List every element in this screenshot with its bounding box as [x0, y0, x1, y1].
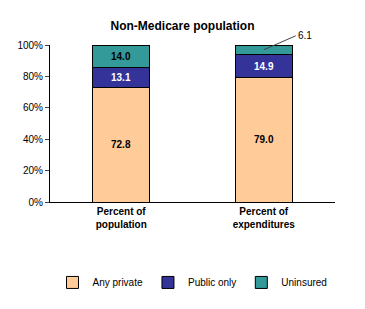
svg-text:40%: 40% — [23, 134, 43, 145]
svg-text:0%: 0% — [29, 197, 44, 208]
svg-text:13.1: 13.1 — [111, 72, 131, 83]
svg-text:Public only: Public only — [188, 277, 236, 288]
svg-text:Non-Medicare population: Non-Medicare population — [111, 19, 255, 33]
svg-text:Uninsured: Uninsured — [281, 277, 327, 288]
svg-text:Percent ofexpenditures: Percent ofexpenditures — [233, 206, 296, 230]
svg-text:20%: 20% — [23, 165, 43, 176]
svg-text:80%: 80% — [23, 71, 43, 82]
svg-text:100%: 100% — [17, 40, 43, 51]
svg-text:Any private: Any private — [93, 277, 143, 288]
svg-text:14.0: 14.0 — [111, 51, 131, 62]
svg-text:6.1: 6.1 — [298, 30, 312, 41]
svg-text:79.0: 79.0 — [254, 134, 274, 145]
svg-text:Percent ofpopulation: Percent ofpopulation — [96, 206, 147, 230]
svg-text:14.9: 14.9 — [254, 61, 274, 72]
svg-text:60%: 60% — [23, 102, 43, 113]
svg-text:72.8: 72.8 — [111, 139, 131, 150]
